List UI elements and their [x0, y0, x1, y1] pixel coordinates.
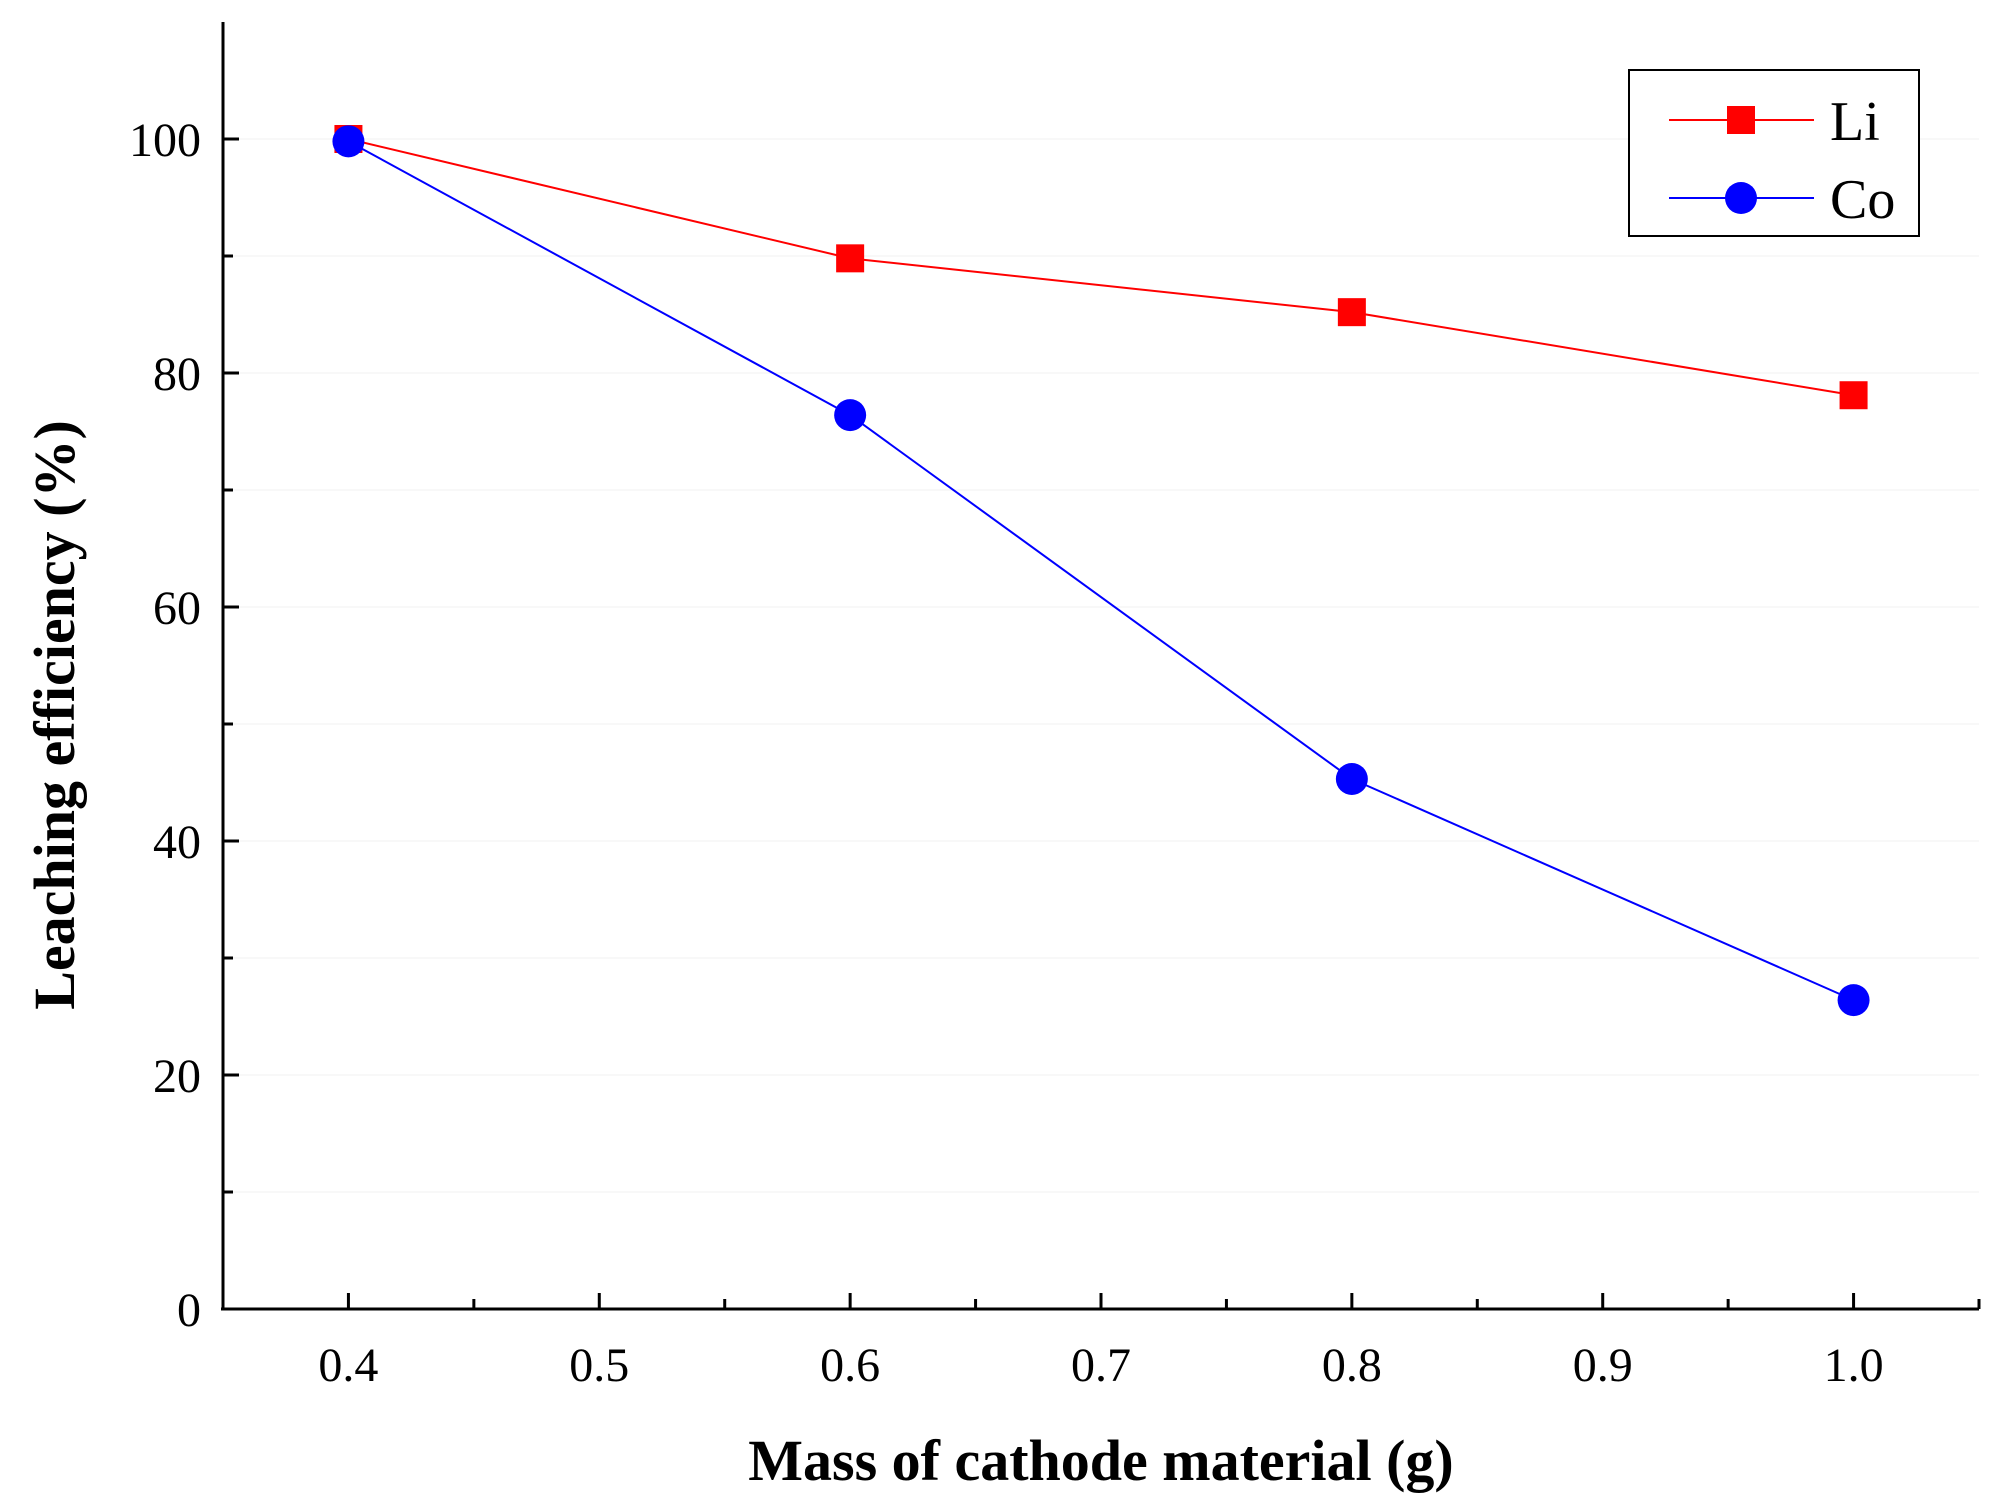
x-tick-label: 0.7 [1071, 1339, 1131, 1392]
data-point-li [836, 244, 865, 273]
y-tick-label: 20 [153, 1050, 201, 1103]
y-axis-label: Leaching efficiency (%) [22, 420, 87, 1010]
data-point-co [332, 125, 365, 158]
data-point-li [1839, 381, 1868, 410]
legend-label-co: Co [1830, 169, 1895, 231]
data-point-co [1837, 984, 1870, 1017]
x-tick-label: 1.0 [1824, 1339, 1884, 1392]
data-point-co [834, 399, 867, 432]
legend: Li Co [1628, 69, 1920, 237]
legend-box [1628, 69, 1920, 237]
y-tick-label: 0 [177, 1284, 201, 1337]
legend-label-li: Li [1830, 91, 1880, 153]
series-layer [332, 125, 1870, 1017]
series-line-co [347, 140, 1854, 1002]
x-tick-label: 0.9 [1573, 1339, 1633, 1392]
x-tick-label: 0.4 [318, 1339, 378, 1392]
y-tick-label: 100 [129, 114, 201, 167]
series-line-li [348, 138, 1854, 397]
gridlines [223, 138, 1979, 1193]
x-tick-label: 0.8 [1322, 1339, 1382, 1392]
y-tick-label: 80 [153, 348, 201, 401]
legend-marker-li [1727, 106, 1755, 134]
x-axis-label: Mass of cathode material (g) [748, 1428, 1454, 1493]
legend-marker-co [1725, 182, 1757, 214]
data-point-co [1335, 762, 1368, 795]
x-tick-label: 0.5 [569, 1339, 629, 1392]
axes: 0 20 40 60 80 100 0.4 0.5 0.6 0.7 0.8 0.9 1.0 [129, 22, 1981, 1392]
data-point-li [1337, 298, 1366, 327]
y-tick-label: 60 [153, 582, 201, 635]
y-tick-label: 40 [153, 816, 201, 869]
x-tick-label: 0.6 [820, 1339, 880, 1392]
